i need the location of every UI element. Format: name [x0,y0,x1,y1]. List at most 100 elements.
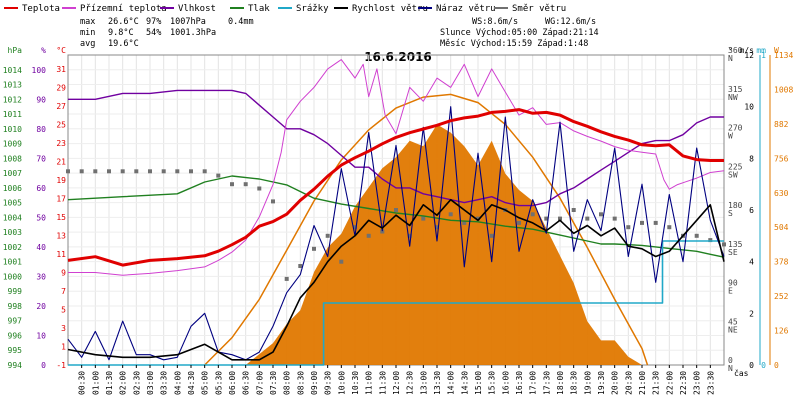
axis-direction-tick: NE [728,325,738,334]
time-tick: 20:00 [611,371,620,395]
stat-max-rain: 0.4mm [228,17,254,27]
time-tick: 05:30 [214,371,223,395]
axis-radiation-label: W [774,46,779,55]
time-tick: 21:00 [638,371,647,395]
time-tick: 21:30 [652,371,661,395]
axis-radiation-tick: 756 [774,154,789,163]
axis-direction-label: ° [728,46,733,55]
axis-hpa-tick: 998 [8,302,23,311]
wind-direction-point [394,208,398,212]
axis-hpa-tick: 994 [8,361,23,370]
wind-direction-point [175,169,180,174]
wind-direction-point [462,220,467,225]
time-tick: 04:30 [187,371,196,395]
axis-direction-tick: N [728,364,733,373]
axis-hpa-tick: 996 [8,332,23,341]
axis-radiation-tick: 882 [774,120,789,129]
wind-direction-point [558,216,562,221]
axis-hpa-tick: 1007 [3,169,22,178]
axis-temperature-tick: 29 [56,83,66,92]
axis-radiation-tick: 0 [774,361,779,370]
axis-hpa-tick: 1001 [3,258,22,267]
time-tick: 05:00 [201,371,210,395]
axis-wind-tick: 0 [749,361,754,370]
stat-min-press: 1001.3hPa [170,28,216,38]
axis-wind-tick: 10 [744,103,754,112]
axis-radiation-tick: 630 [774,189,789,198]
axis-humidity-tick: 90 [36,95,46,104]
axis-hpa-tick: 1004 [3,213,22,222]
wind-direction-point [230,182,234,187]
axis-wind-label: m/s [740,46,755,55]
axis-direction-tick: 315 [728,85,743,94]
time-tick: 18:30 [570,371,579,395]
wind-direction-point [161,169,166,174]
wind-direction-point [93,169,98,174]
wind-direction-point [339,259,344,264]
axes: hPa9949959969979989991000100110021003100… [3,46,794,395]
time-tick: 15:00 [474,371,483,395]
axis-radiation: W 0 126 252 378 504 630 756 882 1008 1134 [774,46,793,370]
legend-label: Přízemní teplota [80,4,167,14]
time-tick: 19:30 [597,371,606,395]
axis-time: 00:30 01:00 01:30 02:00 02:30 03:00 03:30 04:00… [78,365,715,395]
axis-hpa-tick: 1008 [3,154,22,163]
wind-direction-point [407,233,412,238]
time-tick: 03:30 [160,371,169,395]
stat-moon: Měsíc Východ:15:59 Západ:1:48 [440,39,588,49]
wind-direction-point [216,173,221,178]
legend-label: Srážky [296,4,329,14]
time-tick: 16:00 [501,371,510,395]
wind-direction-point [325,233,330,238]
time-tick: 22:00 [665,371,674,395]
axis-humidity-label: % [41,46,46,55]
legend-label: Směr větru [512,4,566,14]
wind-direction-point [708,238,713,243]
wind-direction-point [107,169,111,174]
axis-humidity-tick: 20 [36,302,46,311]
axis-hpa-label: hPa [8,46,23,55]
radiation-theoretical-line [204,93,649,366]
stat-max-hum: 97% [146,17,161,27]
axis-hpa-tick: 1002 [3,243,22,252]
legend: Teplota Přízemní teplota Vlhkost Tlak Srážky… [4,4,566,14]
chart-title: 16.6.2016 [364,50,432,64]
axis-temperature-tick: 21 [56,157,66,166]
axis-temperature-tick: 19 [56,176,66,185]
time-tick: 07:00 [255,371,264,395]
axis-direction-tick: NW [728,93,738,102]
stat-max-temp: 26.6°C [108,17,139,27]
svg-text:avg: avg [80,39,95,49]
time-tick: 14:00 [447,371,456,395]
wind-direction-point [476,216,480,221]
axis-hpa-tick: 1014 [3,66,22,75]
axis-humidity-tick: 70 [36,154,46,163]
wind-direction-point [312,246,316,251]
axis-temperature-tick: 1 [61,343,66,352]
time-tick: 14:30 [460,371,469,395]
axis-hpa: hPa 994 995 996 997 998 999 1000 1001 1002 1003 100… [3,46,22,370]
axis-direction-tick: 225 [728,162,743,171]
axis-direction-tick: SE [728,248,738,257]
wind-direction-point [530,212,535,217]
axis-direction-tick: 0 [728,356,733,365]
stat-sun: Slunce Východ:05:00 Západ:21:14 [440,28,599,38]
axis-humidity-tick: 100 [32,66,47,75]
time-tick: 08:30 [296,371,305,395]
time-tick: 11:30 [378,371,387,395]
legend-label: Vlhkost [178,4,216,14]
axis-temperature-label: °C [56,46,66,55]
time-tick: 08:00 [283,371,292,395]
time-tick: 18:00 [556,371,565,395]
axis-direction-tick: 360 [728,46,743,55]
axis-rain-label: mm [756,46,766,55]
axis-hpa-tick: 1013 [3,81,22,90]
axis-radiation-tick: 1134 [774,51,793,60]
axis-radiation-tick: 378 [774,258,789,267]
time-tick: 19:00 [583,371,592,395]
wind-direction-point [435,225,439,230]
series-rychlost-vetru [67,198,725,361]
axis-humidity-tick: 60 [36,184,46,193]
axis-hpa-tick: 1011 [3,110,22,119]
